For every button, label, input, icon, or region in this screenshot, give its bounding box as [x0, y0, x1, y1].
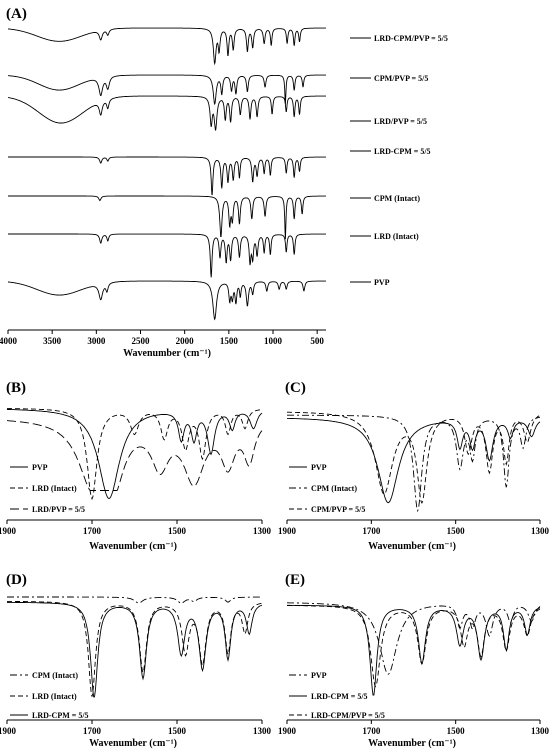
- panel-a-label: (A): [6, 6, 27, 22]
- x-tick-label-1700: 1700: [83, 726, 102, 736]
- x-tick-label-1900: 1900: [278, 726, 297, 736]
- x-tick-label-1500: 1500: [447, 726, 466, 736]
- x-tick-label-1300: 1300: [253, 726, 272, 736]
- panel-e-x-title: Wavenumber (cm⁻¹): [368, 738, 456, 749]
- x-tick-label-1500: 1500: [447, 526, 466, 536]
- legend-label-lrd-pvp-5-5: LRD/PVP = 5/5: [374, 117, 427, 126]
- panel-c-plot: PVP CPM (Intact) CPM/PVP = 5/5 1900 1700 1500…: [278, 411, 550, 536]
- series-line-lrd-cpm-5-5: [8, 156, 326, 196]
- series-line-lrd-intact: [7, 408, 263, 501]
- panel-c-label: (C): [285, 380, 306, 396]
- x-tick-label-1900: 1900: [0, 526, 17, 536]
- legend-label-cpm-intact: CPM (Intact): [311, 484, 357, 493]
- x-tick-label-1500: 1500: [168, 526, 187, 536]
- series-line-pvp: [287, 602, 541, 675]
- x-tick-label-4000: 4000: [0, 336, 18, 346]
- x-tick-label-3500: 3500: [43, 336, 62, 346]
- series-line-lrd-cpm-pvp-5-5: [8, 27, 326, 66]
- panel-d-x-title: Wavenumber (cm⁻¹): [89, 738, 177, 749]
- panel-b-x-title: Wavenumber (cm⁻¹): [89, 541, 177, 552]
- legend-label-pvp: PVP: [32, 463, 48, 472]
- series-line-pvp: [8, 280, 326, 321]
- panel-a-chart: (A) LRD-CPM/PVP = 5/5 CPM/PVP = 5/5 LRD/PV…: [0, 6, 448, 359]
- x-tick-label-1900: 1900: [0, 726, 17, 736]
- legend-label-cpm-intact: CPM (Intact): [32, 671, 78, 680]
- panel-b-plot: PVP LRD (Intact) LRD/PVP = 5/5 1900 1700 1500…: [0, 408, 272, 536]
- panel-e-label: (E): [285, 572, 305, 588]
- x-tick-label-1500: 1500: [220, 336, 239, 346]
- series-line-cpm-pvp-5-5: [287, 411, 541, 504]
- legend-label-cpm-intact: CPM (Intact): [374, 194, 420, 203]
- panel-e-chart: (E) PVP LRD-CPM = 5/5 LRD-CPM/PVP = 5/5 190…: [278, 572, 550, 749]
- series-line-lrd-intact: [7, 600, 263, 697]
- x-tick-label-1900: 1900: [278, 526, 297, 536]
- legend-label-lrd-intact: LRD (Intact): [32, 484, 77, 493]
- x-tick-label-2500: 2500: [132, 336, 151, 346]
- legend-label-pvp: PVP: [374, 278, 390, 287]
- panel-d-chart: (D) CPM (Intact) LRD (Intact) LRD-CPM = 5/…: [0, 572, 272, 749]
- legend-label-lrd-cpm-5-5: LRD-CPM = 5/5: [374, 147, 431, 156]
- legend-label-cpm-pvp-5-5: CPM/PVP = 5/5: [374, 74, 428, 83]
- legend-label-lrd-cpm-5-5: LRD-CPM = 5/5: [311, 692, 368, 701]
- legend-label-pvp: PVP: [311, 463, 327, 472]
- x-tick-label-1700: 1700: [362, 726, 381, 736]
- series-line-cpm-intact: [8, 195, 326, 240]
- legend-label-lrd-intact: LRD (Intact): [32, 692, 77, 701]
- legend-label-pvp: PVP: [311, 671, 327, 680]
- panel-a-legend: LRD-CPM/PVP = 5/5 CPM/PVP = 5/5 LRD/PVP = …: [350, 34, 448, 287]
- series-line-pvp: [287, 417, 541, 504]
- series-line-lrd-cpm-pvp-5-5: [287, 605, 541, 688]
- x-tick-label-2000: 2000: [176, 336, 195, 346]
- panel-d-label: (D): [6, 572, 27, 588]
- x-tick-label-1000: 1000: [264, 336, 283, 346]
- panel-c-x-title: Wavenumber (cm⁻¹): [368, 541, 456, 552]
- panel-b-label: (B): [6, 380, 26, 396]
- series-line-pvp: [6, 408, 263, 500]
- x-tick-label-1300: 1300: [531, 526, 550, 536]
- x-tick-label-1700: 1700: [362, 526, 381, 536]
- legend-label-lrd-cpm-pvp-5-5: LRD-CPM/PVP = 5/5: [311, 711, 385, 720]
- panel-a-spectra: [7, 27, 326, 321]
- x-tick-label-1700: 1700: [83, 526, 102, 536]
- legend-label-lrd-pvp-5-5: LRD/PVP = 5/5: [32, 505, 85, 514]
- legend-label-cpm-pvp-5-5: CPM/PVP = 5/5: [311, 505, 365, 514]
- x-tick-label-3000: 3000: [87, 336, 106, 346]
- panel-a-x-axis: 4000 3500 3000 2500 2000 1500 1000 500: [0, 329, 326, 346]
- panel-a-x-title: Wavenumber (cm⁻¹): [123, 348, 211, 359]
- panel-c-chart: (C) PVP CPM (Intact) CPM/PVP = 5/5 1900 1700…: [278, 380, 550, 552]
- x-tick-label-1300: 1300: [531, 726, 550, 736]
- legend-label-lrd-cpm-pvp-5-5: LRD-CPM/PVP = 5/5: [374, 34, 448, 43]
- series-line-lrd-pvp-5-5: [7, 95, 326, 131]
- x-tick-label-1500: 1500: [168, 726, 187, 736]
- series-line-lrd-cpm-5-5: [287, 604, 541, 696]
- legend-label-lrd-cpm-5-5: LRD-CPM = 5/5: [32, 711, 89, 720]
- x-tick-label-500: 500: [310, 336, 324, 346]
- series-line-cpm-intact: [287, 414, 541, 513]
- x-tick-label-1300: 1300: [253, 526, 272, 536]
- legend-label-lrd-intact: LRD (Intact): [374, 232, 419, 241]
- series-line-cpm-pvp-5-5: [7, 74, 326, 106]
- series-line-cpm-intact: [7, 596, 262, 604]
- panel-d-plot: CPM (Intact) LRD (Intact) LRD-CPM = 5/5 190…: [0, 596, 272, 736]
- panel-e-plot: PVP LRD-CPM = 5/5 LRD-CPM/PVP = 5/5 1900 170…: [278, 602, 550, 736]
- series-line-lrd-intact: [8, 233, 326, 278]
- panel-b-chart: (B) PVP LRD (Intact) LRD/PVP = 5/5 1900 1700…: [0, 380, 272, 552]
- series-line-lrd-pvp-5-5: [6, 420, 263, 491]
- series-line-lrd-cpm-5-5: [7, 601, 263, 698]
